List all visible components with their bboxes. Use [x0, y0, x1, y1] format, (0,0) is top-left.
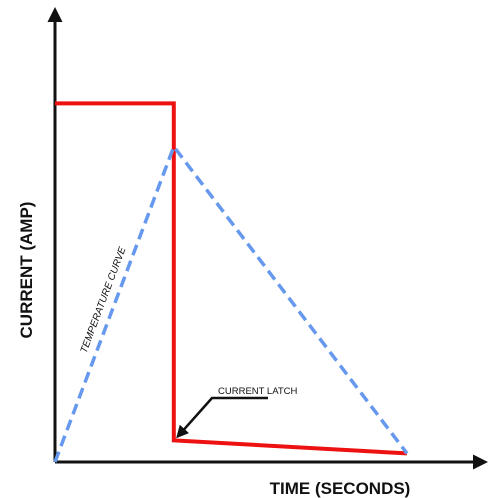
x-axis-label: TIME (SECONDS) — [270, 479, 411, 498]
temperature-curve-label: TEMPERATURE CURVE — [79, 245, 129, 354]
y-axis-label: CURRENT (AMP) — [17, 202, 36, 339]
current-series-line — [55, 101, 408, 456]
temperature-series-line — [53, 143, 409, 463]
current-latch-label: CURRENT LATCH — [218, 386, 297, 397]
current-latch-leader — [176, 396, 268, 439]
series-layer — [53, 101, 409, 463]
